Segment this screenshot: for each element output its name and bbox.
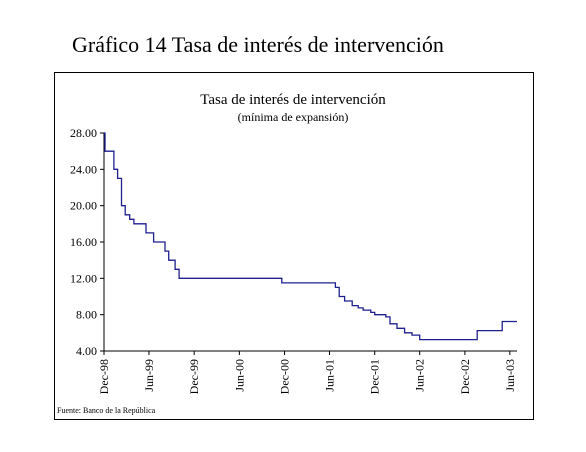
y-tick-label: 16.00 xyxy=(70,235,97,249)
x-tick-label: Jun-01 xyxy=(323,359,337,392)
x-tick-label: Jun-03 xyxy=(503,359,517,392)
line-chart: Tasa de interés de intervención (mínima … xyxy=(57,92,517,415)
x-tick-label: Dec-00 xyxy=(278,359,292,394)
x-tick-label: Dec-01 xyxy=(368,359,382,394)
y-ticks: 4.00 8.00 12.00 16.00 20.00 24.00 28.00 xyxy=(70,126,104,358)
source-note: Fuente: Banco de la República xyxy=(57,406,156,415)
chart-title: Tasa de interés de intervención xyxy=(200,92,386,108)
chart-subtitle: (mínima de expansión) xyxy=(238,110,349,124)
x-tick-label: Dec-02 xyxy=(458,359,472,394)
y-tick-label: 8.00 xyxy=(76,308,97,322)
page-title: Gráfico 14 Tasa de interés de intervenci… xyxy=(72,32,444,57)
series-group xyxy=(104,132,517,341)
x-tick-label: Dec-98 xyxy=(97,359,111,394)
y-tick-label: 28.00 xyxy=(70,126,97,140)
x-ticks: Dec-98 Jun-99 Dec-99 Jun-00 Dec-00 Jun-01 Dec-… xyxy=(97,351,517,394)
x-tick-label: Jun-00 xyxy=(232,359,246,392)
y-tick-label: 20.00 xyxy=(70,199,97,213)
y-tick-label: 4.00 xyxy=(76,344,97,358)
y-tick-label: 24.00 xyxy=(70,162,97,176)
series-line xyxy=(104,132,517,341)
x-tick-label: Jun-99 xyxy=(142,359,156,392)
chart-frame: Tasa de interés de intervención (mínima … xyxy=(54,72,534,420)
y-tick-label: 12.00 xyxy=(70,271,97,285)
x-tick-label: Dec-99 xyxy=(187,359,201,394)
x-tick-label: Jun-02 xyxy=(413,359,427,392)
